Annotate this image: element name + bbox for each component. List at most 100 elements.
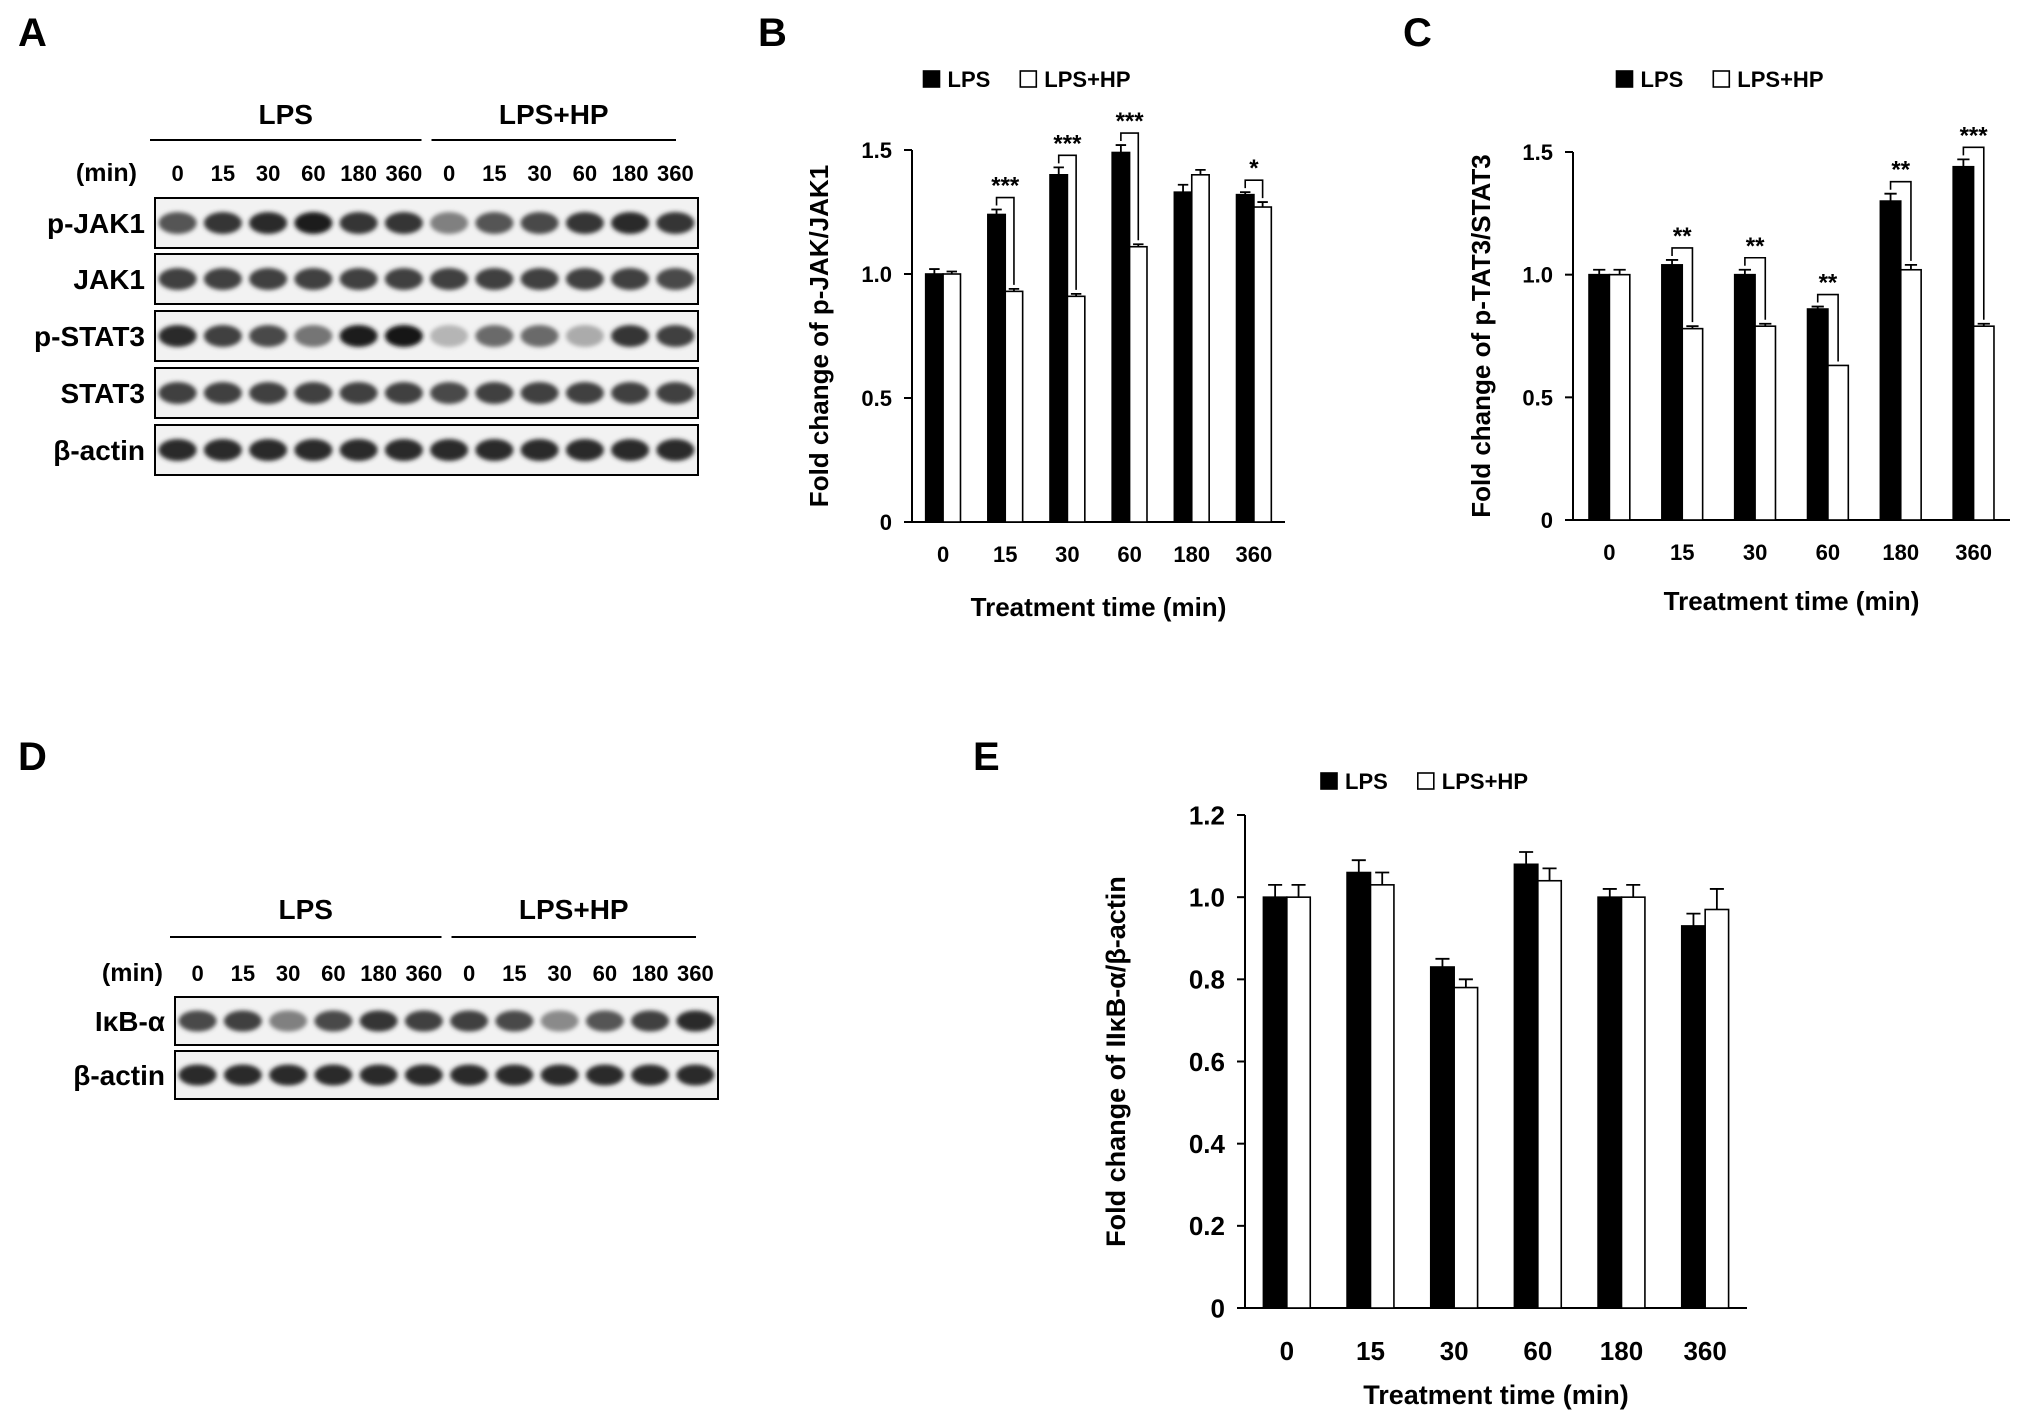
blot-d-band xyxy=(631,1064,670,1086)
chart-e: 0 0.2 0.4 0.6 0.8 1.0 1.2 0 15 30 60 180 360 LPS LPS+H… xyxy=(1101,769,1747,1410)
blot-a-band xyxy=(475,382,514,404)
blot-a-row-label: β-actin xyxy=(53,435,145,466)
chart-c-sig-marker: ** xyxy=(1673,223,1692,250)
blot-d-band xyxy=(676,1064,715,1086)
blot-d-band xyxy=(269,1064,308,1086)
chart-c-sig-bracket xyxy=(1962,146,1985,320)
chart-e-bar xyxy=(1286,896,1312,1309)
blot-a-lane-label: 360 xyxy=(657,161,694,186)
blot-a-band xyxy=(565,382,604,404)
blot-a-band xyxy=(520,268,559,290)
panel-label-e: E xyxy=(973,735,1000,779)
chart-c-error-bar xyxy=(1759,322,1772,327)
blot-a-band xyxy=(384,268,423,290)
blot-a-band xyxy=(520,439,559,461)
blot-a-band xyxy=(430,325,469,347)
chart-b-x-tick-label: 30 xyxy=(1055,542,1079,567)
chart-c-error-bar xyxy=(1811,305,1824,310)
blot-d-min-label: (min) xyxy=(102,959,163,987)
chart-b-x-axis-label: Treatment time (min) xyxy=(971,592,1227,622)
chart-c-error-bar xyxy=(1957,158,1970,167)
blot-d-band xyxy=(676,1010,715,1032)
blot-d-group-label: LPS xyxy=(279,894,333,925)
blot-a-lane-label: 15 xyxy=(211,161,235,186)
blot-a-band xyxy=(339,439,378,461)
blot-a-band xyxy=(565,268,604,290)
blot-a-band xyxy=(475,325,514,347)
blot-d-band xyxy=(495,1010,534,1032)
blot-a-group-label: LPS xyxy=(259,99,313,130)
blot-a-band xyxy=(430,268,469,290)
blot-d-band xyxy=(585,1010,624,1032)
blot-a-band xyxy=(430,212,469,234)
blot-a-lane-label: 360 xyxy=(386,161,423,186)
blot-a-band xyxy=(339,382,378,404)
chart-e-legend-label: LPS xyxy=(1345,769,1388,794)
chart-c-x-axis-label: Treatment time (min) xyxy=(1664,586,1920,616)
chart-c-error-bar xyxy=(1884,192,1897,202)
chart-c-error-bar xyxy=(1904,263,1918,270)
blot-d-band xyxy=(269,1010,308,1032)
chart-e-error-bar xyxy=(1458,978,1473,988)
blot-a-band xyxy=(565,212,604,234)
chart-e-y-tick-label: 0.8 xyxy=(1189,965,1225,995)
chart-e-error-bar xyxy=(1602,888,1617,898)
chart-e-x-tick-label: 15 xyxy=(1356,1336,1385,1366)
blot-a-band xyxy=(339,268,378,290)
chart-c-x-tick-label: 15 xyxy=(1670,540,1694,565)
chart-c-x-tick-label: 180 xyxy=(1882,540,1919,565)
chart-b-error-bar xyxy=(1070,292,1082,297)
blot-a-band xyxy=(656,325,695,347)
blot-d-row-label: β-actin xyxy=(73,1060,165,1091)
chart-c-sig-marker: *** xyxy=(1960,122,1989,149)
chart-b-error-bar xyxy=(1257,201,1268,208)
blot-d-band xyxy=(540,1064,579,1086)
blot-a-blot-strip xyxy=(154,424,699,476)
chart-b-y-tick-label: 0.5 xyxy=(861,386,892,411)
blot-d-band xyxy=(178,1010,217,1032)
chart-c-bar xyxy=(1588,273,1611,521)
blot-d-blot-strip xyxy=(174,996,719,1046)
chart-c-bar xyxy=(1806,308,1829,521)
chart-c-y-tick-label: 1.0 xyxy=(1522,263,1553,288)
blot-a-band xyxy=(656,382,695,404)
chart-b-bar xyxy=(1111,151,1131,523)
chart-e-error-bar xyxy=(1709,888,1724,910)
blot-d-band xyxy=(450,1010,489,1032)
blot-a-lane-label: 30 xyxy=(256,161,280,186)
chart-c-bar xyxy=(1681,327,1704,521)
blot-d-blot-strip xyxy=(174,1050,719,1100)
bar-charts: 0 0.5 1.0 1.5 0 15 *** 30 *** 60 *** 180 360 * LPS LPS+… xyxy=(804,67,2010,1410)
chart-e-bar xyxy=(1346,871,1372,1309)
chart-c-x-tick-label: 30 xyxy=(1743,540,1767,565)
blot-d-band xyxy=(404,1064,443,1086)
chart-b-error-bar xyxy=(991,208,1002,215)
blot-a-band xyxy=(158,382,197,404)
blot-a-band xyxy=(656,268,695,290)
blot-d-band xyxy=(450,1064,489,1086)
blot-a-blot-strip xyxy=(154,253,699,305)
blot-a-row-label: p-JAK1 xyxy=(47,208,145,239)
blot-a-lane-label: 180 xyxy=(340,161,377,186)
chart-b-error-bar xyxy=(1115,144,1127,153)
blot-d-band xyxy=(314,1010,353,1032)
blot-d-band xyxy=(178,1064,217,1086)
chart-b: 0 0.5 1.0 1.5 0 15 *** 30 *** 60 *** 180 360 * LPS LPS+… xyxy=(804,67,1285,622)
chart-e-x-tick-label: 360 xyxy=(1683,1336,1726,1366)
chart-c-error-bar xyxy=(1613,268,1626,275)
blot-d-lane-label: 0 xyxy=(192,961,204,986)
chart-c-y-tick-label: 0 xyxy=(1541,508,1553,533)
chart-c-y-tick-label: 0.5 xyxy=(1522,385,1553,410)
blot-d-lane-label: 15 xyxy=(231,961,255,986)
blot-a-band xyxy=(249,325,288,347)
chart-b-bar xyxy=(1049,174,1069,523)
blot-d-lane-label: 30 xyxy=(276,961,300,986)
blot-d-group-label: LPS+HP xyxy=(519,894,629,925)
chart-e-bar xyxy=(1262,896,1288,1309)
chart-c-x-tick-label: 0 xyxy=(1603,540,1615,565)
chart-c-bar xyxy=(1899,268,1922,521)
chart-e-bar xyxy=(1453,986,1479,1309)
blot-a-band xyxy=(475,268,514,290)
chart-c-bar xyxy=(1827,364,1850,521)
chart-c-error-bar xyxy=(1593,268,1606,275)
